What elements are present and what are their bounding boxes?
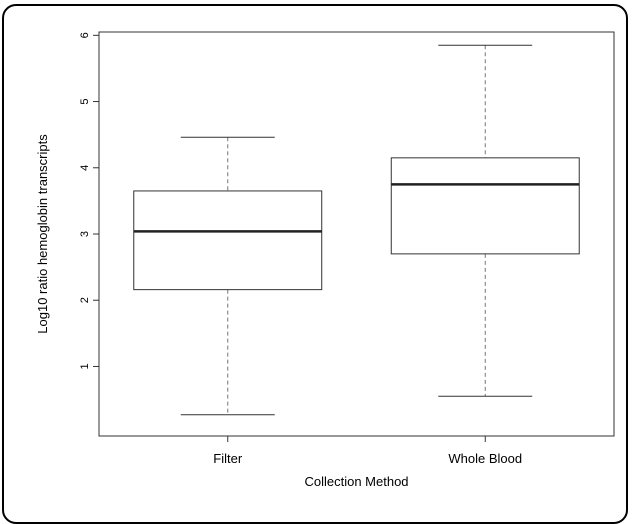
y-axis-label: Log10 ratio hemoglobin transcripts bbox=[35, 134, 50, 334]
iqr-box bbox=[133, 190, 323, 291]
x-tick-label: Whole Blood bbox=[448, 451, 522, 466]
x-axis-label: Collection Method bbox=[304, 474, 408, 489]
boxes-group bbox=[133, 44, 580, 416]
y-tick-label: 4 bbox=[79, 165, 91, 171]
iqr-box bbox=[390, 157, 580, 255]
x-axis: Filter Whole Blood bbox=[213, 436, 522, 466]
x-tick-label: Filter bbox=[213, 451, 243, 466]
box-1 bbox=[390, 44, 580, 397]
y-tick-label: 3 bbox=[79, 231, 91, 237]
y-tick-label: 2 bbox=[79, 297, 91, 303]
y-tick-label: 1 bbox=[79, 363, 91, 369]
box-0 bbox=[133, 136, 323, 416]
y-tick-label: 5 bbox=[79, 98, 91, 104]
boxplot-chart: 1 2 3 4 5 6 Filter Whole Blood Collection Meth… bbox=[35, 31, 615, 489]
y-tick-label: 6 bbox=[79, 32, 91, 38]
y-axis: 1 2 3 4 5 6 bbox=[79, 32, 99, 370]
